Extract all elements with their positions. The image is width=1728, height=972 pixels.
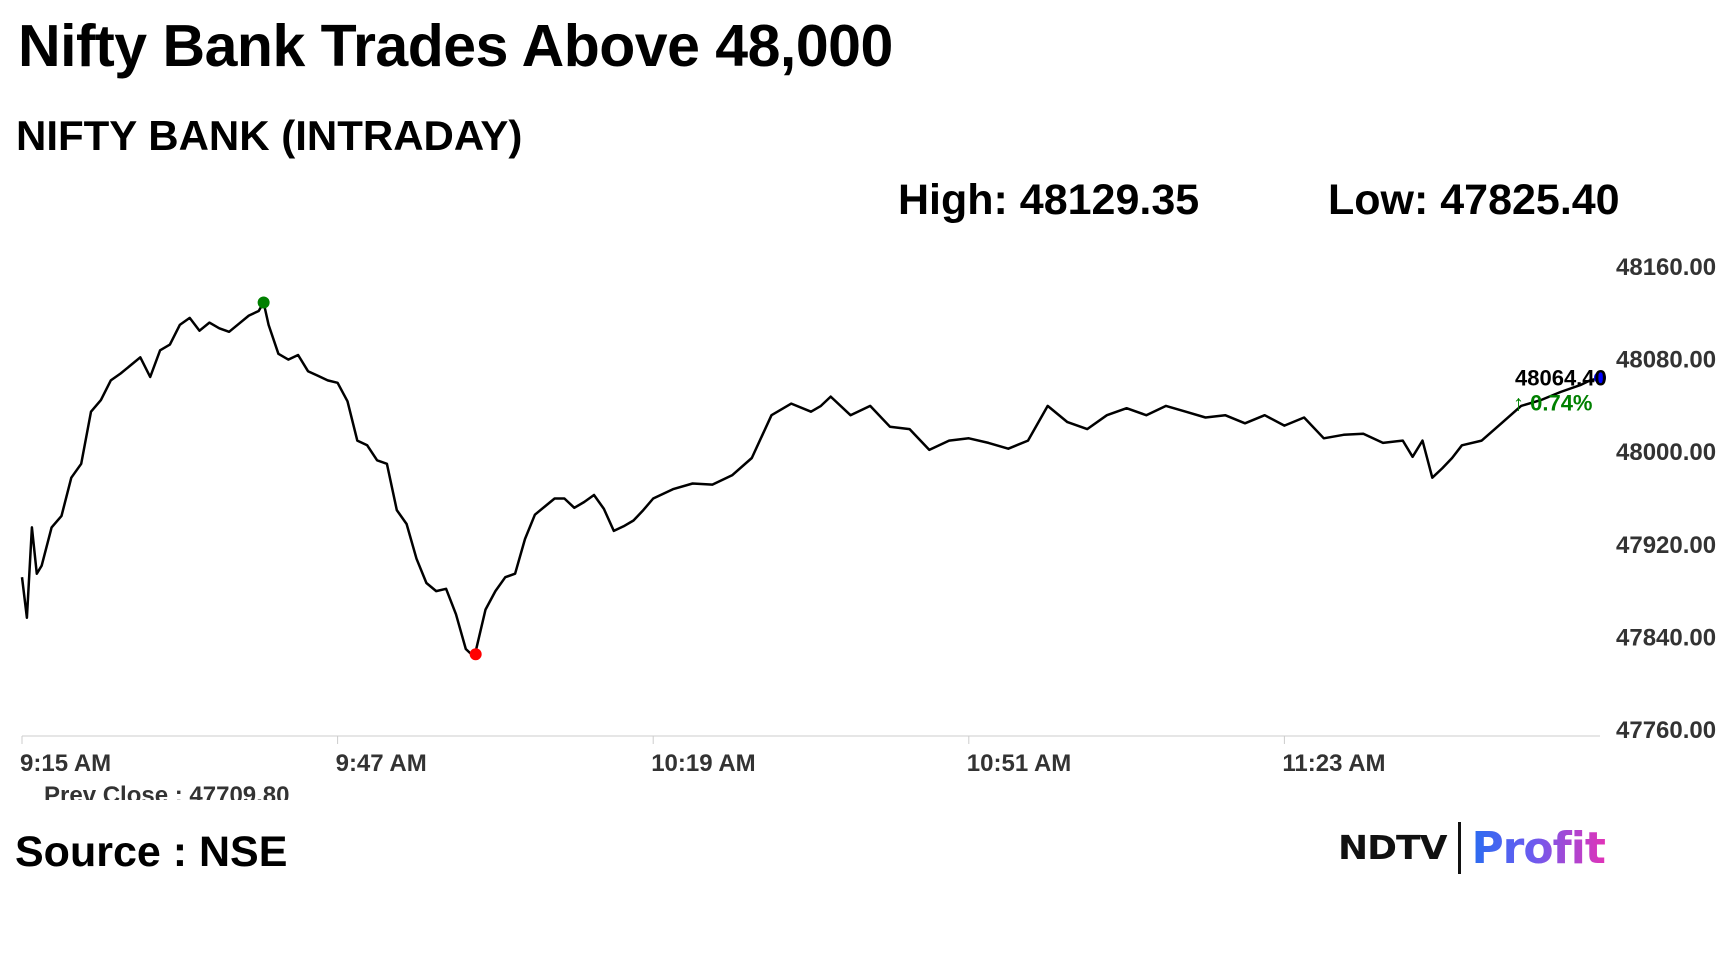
logo-product-text: Profit: [1471, 822, 1605, 874]
day-low-stat: Low: 47825.40: [1328, 176, 1620, 224]
y-tick-label: 47760.00: [1616, 717, 1716, 744]
x-tick-label: 11:23 AM: [1282, 750, 1385, 777]
headline: Nifty Bank Trades Above 48,000: [18, 13, 893, 79]
y-tick-label: 48160.00: [1616, 254, 1716, 281]
y-tick-label: 47840.00: [1616, 624, 1716, 651]
last-price-marker: [1594, 371, 1606, 384]
x-tick-label: 10:19 AM: [651, 750, 755, 777]
x-tick-label: 9:47 AM: [336, 750, 427, 777]
x-tick-label: 9:15 AM: [20, 750, 111, 777]
intraday-line-chart: 9:15 AM 9:47 AM 10:19 AM 10:51 AM 11:23 AM Pr…: [20, 254, 1716, 800]
day-high-stat: High: 48129.35: [898, 176, 1200, 224]
ndtv-profit-logo: NDTV Profit: [1338, 818, 1606, 878]
y-tick-label: 48000.00: [1616, 439, 1716, 466]
chart-subtitle: NIFTY BANK (INTRADAY): [16, 112, 523, 159]
price-series-line: [20, 301, 1601, 655]
source-credit: Source : NSE: [15, 828, 288, 876]
prev-close-label: Prev Close : 47709.80: [44, 782, 290, 800]
x-tick-label: 10:51 AM: [967, 750, 1071, 777]
logo-divider: [1458, 822, 1462, 874]
y-tick-label: 48080.00: [1616, 347, 1716, 374]
last-value-label: 48064.40: [1515, 366, 1607, 391]
day-low-marker: [469, 648, 482, 661]
y-tick-label: 47920.00: [1616, 532, 1716, 559]
day-high-marker: [257, 296, 270, 309]
logo-brand-text: NDTV: [1338, 829, 1447, 867]
change-percent-label: ↑ 0.74%: [1513, 391, 1593, 416]
